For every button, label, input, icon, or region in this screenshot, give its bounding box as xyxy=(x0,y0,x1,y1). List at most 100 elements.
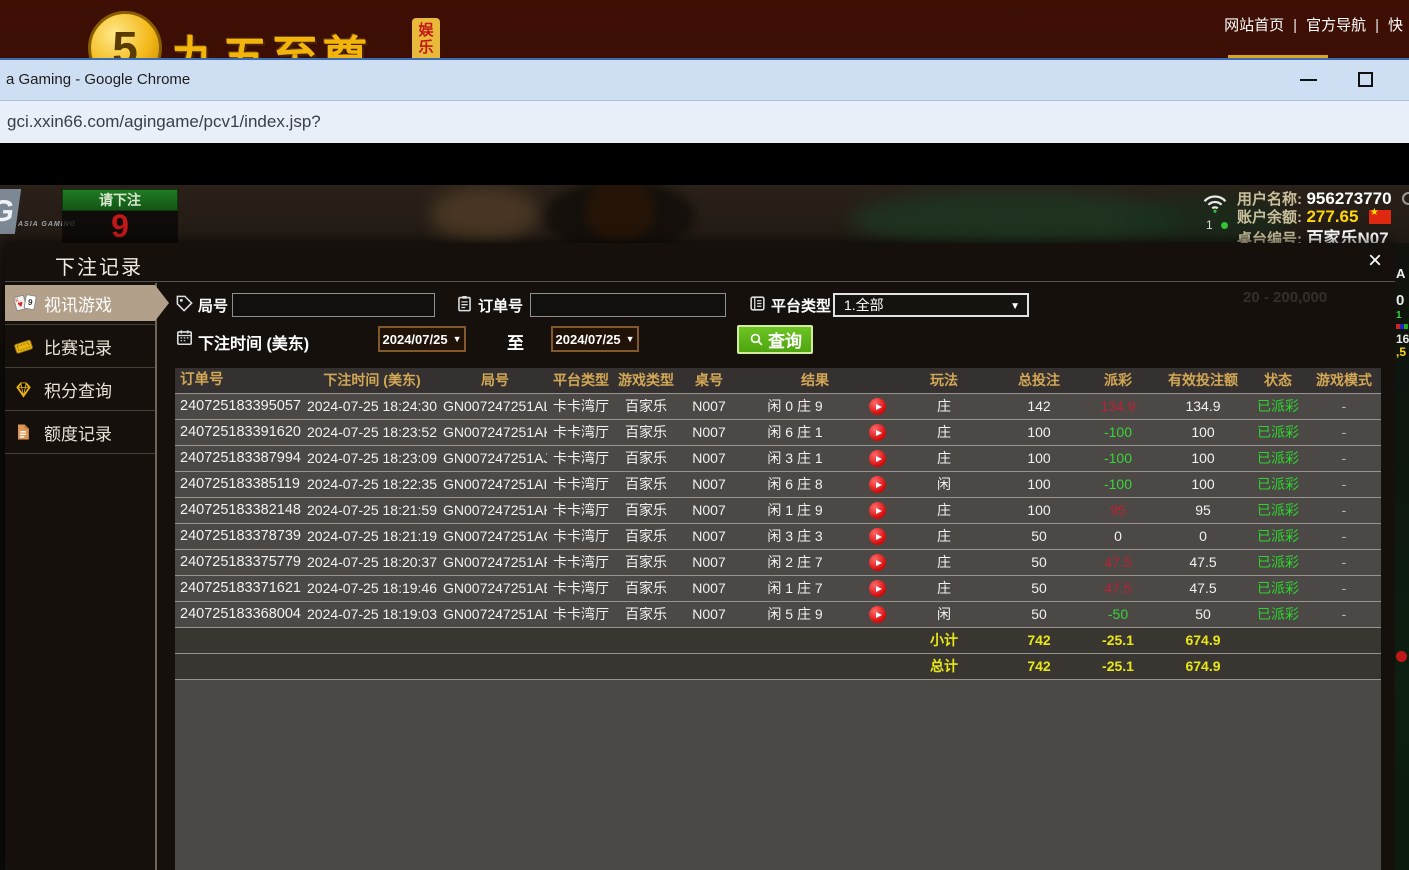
subtotal-row: 小计 742 -25.1 674.9 xyxy=(175,628,1381,654)
result-text: 闲 6 庄 1 xyxy=(767,424,823,440)
cell-status: 已派彩 xyxy=(1257,554,1299,570)
cell-table-no: N007 xyxy=(692,528,726,544)
nav-link-1[interactable]: 官方导航 xyxy=(1306,17,1367,34)
play-video-button[interactable] xyxy=(869,476,886,493)
table-row: 240725183391620 2024-07-25 18:23:52 GN0072… xyxy=(175,420,1381,446)
cell-status: 已派彩 xyxy=(1257,606,1299,622)
column-header: 状态 xyxy=(1264,372,1292,388)
totals-empty xyxy=(1307,628,1381,653)
column-header: 订单号 xyxy=(180,372,224,388)
cell-status: 已派彩 xyxy=(1257,502,1299,518)
play-icon xyxy=(875,429,882,436)
result-text: 闲 2 庄 7 xyxy=(767,554,823,570)
cell-round-id: GN007247251AD xyxy=(443,606,547,622)
result-text: 闲 5 庄 9 xyxy=(767,606,823,622)
result-text: 闲 1 庄 9 xyxy=(767,502,823,518)
cell-round-id: GN007247251AE xyxy=(443,580,547,596)
sidebar-item-2[interactable]: 积分查询 xyxy=(5,371,155,407)
ticket-icon xyxy=(13,336,37,357)
svg-text:K: K xyxy=(15,297,20,304)
table-header-row: 订单号 下注时间 (美东) 局号 平台类型 游戏类型 桌号 结果 玩法 总投注 派彩 有效投注额 状态… xyxy=(175,368,1381,394)
order-label: 订单号 xyxy=(478,298,524,315)
cell-platform: 卡卡湾厅 xyxy=(553,476,609,492)
chevron-down-icon: ▼ xyxy=(1010,301,1020,312)
sidebar-item-label: 额度记录 xyxy=(44,424,112,444)
table-row: 240725183395057 2024-07-25 18:24:30 GN0072… xyxy=(175,394,1381,420)
column-header: 桌号 xyxy=(695,372,723,388)
cell-bet-time: 2024-07-25 18:24:30 xyxy=(307,398,437,414)
cell-game-type: 百家乐 xyxy=(625,424,667,440)
round-input[interactable] xyxy=(232,293,435,317)
cell-result: 闲 1 庄 7 xyxy=(741,576,889,601)
play-video-button[interactable] xyxy=(869,528,886,545)
close-icon[interactable]: × xyxy=(1367,247,1382,274)
sidebar-item-3[interactable]: 额度记录 xyxy=(5,414,155,450)
result-text: 闲 6 庄 8 xyxy=(767,476,823,492)
cell-valid-bet: 0 xyxy=(1199,528,1207,544)
cell-platform: 卡卡湾厅 xyxy=(553,502,609,518)
username-row: 用户名称: 956273770 xyxy=(1237,188,1409,209)
sidebar-item-divider xyxy=(5,321,155,328)
date-to-picker[interactable]: 2024/07/25 ▼ xyxy=(551,326,639,352)
play-icon xyxy=(875,455,882,462)
info-icon[interactable] xyxy=(1402,192,1409,205)
cell-round-id: GN007247251AI xyxy=(443,476,547,492)
play-video-button[interactable] xyxy=(869,580,886,597)
cell-table-no: N007 xyxy=(692,606,726,622)
cell-valid-bet: 100 xyxy=(1191,450,1215,466)
cell-total-bet: 50 xyxy=(1031,606,1047,622)
to-label: 至 xyxy=(507,334,524,353)
cell-valid-bet: 95 xyxy=(1195,502,1211,518)
cell-valid-bet: 47.5 xyxy=(1189,580,1217,596)
cell-bet-time: 2024-07-25 18:23:09 xyxy=(307,450,437,466)
sidebar-item-0[interactable]: ♥ K 9 视讯游戏 xyxy=(5,285,169,321)
cell-payout: -100 xyxy=(1103,476,1133,492)
cell-bet-side: 闲 xyxy=(937,606,951,622)
nav-link-0[interactable]: 网站首页 xyxy=(1224,17,1285,34)
play-video-button[interactable] xyxy=(869,450,886,467)
cell-payout: 0 xyxy=(1114,528,1122,544)
sidebar-item-divider xyxy=(5,450,155,457)
order-input[interactable] xyxy=(530,293,726,317)
cell-bet-time: 2024-07-25 18:21:19 xyxy=(307,528,437,544)
cell-bet-side: 庄 xyxy=(937,398,951,414)
document-icon xyxy=(13,422,37,442)
nav-separator: | xyxy=(1375,17,1379,34)
nav-link-2[interactable]: 快 xyxy=(1387,17,1403,34)
china-flag-icon[interactable]: ★ xyxy=(1368,207,1391,224)
cell-order-id: 240725183368004 xyxy=(180,606,301,622)
cell-bet-time: 2024-07-25 18:22:35 xyxy=(307,476,437,492)
column-header: 局号 xyxy=(481,372,509,388)
cell-table-no: N007 xyxy=(692,554,726,570)
platform-select[interactable]: 1.全部 ▼ xyxy=(833,293,1029,317)
cell-game-mode: - xyxy=(1341,476,1347,492)
url-bar[interactable]: gci.xxin66.com/agingame/pcv1/index.jsp? xyxy=(0,100,1409,143)
minimize-icon[interactable] xyxy=(1300,79,1317,81)
clipboard-icon xyxy=(455,294,474,313)
play-video-button[interactable] xyxy=(869,398,886,415)
search-button[interactable]: 查询 xyxy=(737,325,813,354)
cell-table-no: N007 xyxy=(692,450,726,466)
result-text: 闲 3 庄 3 xyxy=(767,528,823,544)
play-video-button[interactable] xyxy=(869,554,886,571)
totals-total-bet: 742 xyxy=(1027,632,1051,648)
chevron-down-icon: ▼ xyxy=(452,334,462,344)
play-video-button[interactable] xyxy=(869,502,886,519)
date-from-picker[interactable]: 2024/07/25 ▼ xyxy=(378,326,466,352)
sliver-fragment: 0 xyxy=(1396,292,1405,309)
cell-total-bet: 100 xyxy=(1027,502,1051,518)
play-video-button[interactable] xyxy=(869,424,886,441)
maximize-icon[interactable] xyxy=(1358,72,1373,87)
sidebar-item-divider xyxy=(5,364,155,371)
sidebar-divider xyxy=(155,283,157,870)
cell-game-type: 百家乐 xyxy=(625,580,667,596)
play-video-button[interactable] xyxy=(869,606,886,623)
totals-label: 总计 xyxy=(930,658,958,674)
date-from-value: 2024/07/25 xyxy=(382,331,448,347)
cell-game-mode: - xyxy=(1341,424,1347,440)
letterbox xyxy=(0,143,1409,185)
window-titlebar[interactable]: a Gaming - Google Chrome xyxy=(0,58,1409,100)
sidebar-item-1[interactable]: 比赛记录 xyxy=(5,328,155,364)
window-title: a Gaming - Google Chrome xyxy=(6,71,191,88)
sliver-fragment: ,5 xyxy=(1396,345,1407,359)
